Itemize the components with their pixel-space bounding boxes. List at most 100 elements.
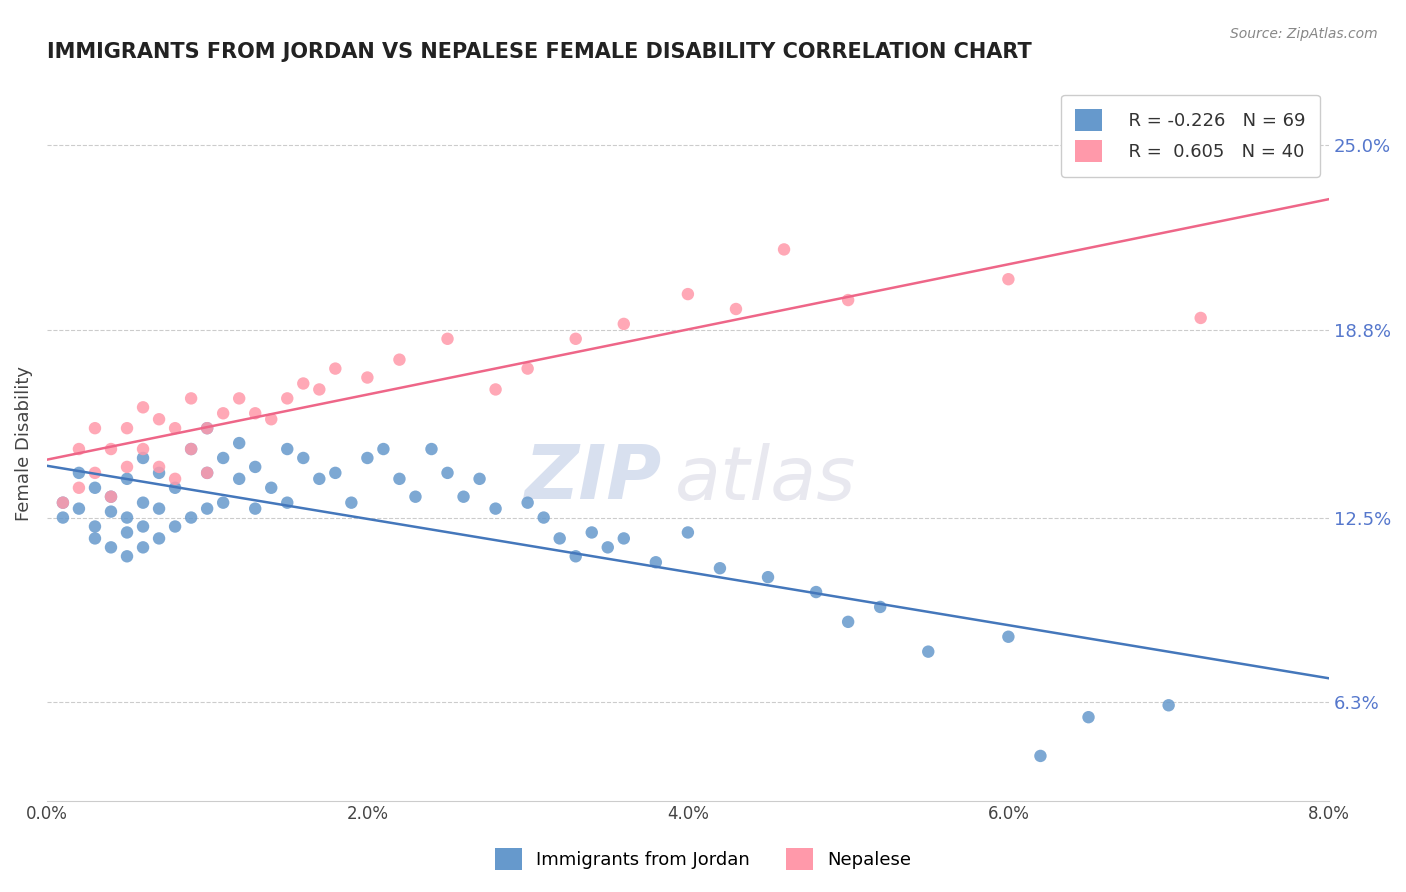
Point xyxy=(516,496,538,510)
Point xyxy=(724,301,747,316)
Point xyxy=(260,481,283,495)
Legend:   R = -0.226   N = 69,   R =  0.605   N = 40: R = -0.226 N = 69, R = 0.605 N = 40 xyxy=(1062,95,1320,177)
Point xyxy=(260,412,283,426)
Point xyxy=(132,401,155,415)
Point xyxy=(1029,748,1052,763)
Point xyxy=(67,501,90,516)
Point xyxy=(676,287,699,301)
Point xyxy=(1077,710,1099,724)
Point xyxy=(245,406,267,420)
Point xyxy=(132,519,155,533)
Point xyxy=(709,561,731,575)
Point xyxy=(100,541,122,555)
Point xyxy=(67,481,90,495)
Legend: Immigrants from Jordan, Nepalese: Immigrants from Jordan, Nepalese xyxy=(488,840,918,877)
Point xyxy=(132,496,155,510)
Point xyxy=(195,501,218,516)
Point xyxy=(132,450,155,465)
Point xyxy=(195,421,218,435)
Point xyxy=(115,525,138,540)
Point xyxy=(228,392,250,406)
Point xyxy=(276,496,298,510)
Point xyxy=(148,501,170,516)
Point xyxy=(100,442,122,456)
Point xyxy=(245,459,267,474)
Point xyxy=(165,472,187,486)
Point xyxy=(180,392,202,406)
Point xyxy=(804,585,827,599)
Point xyxy=(115,472,138,486)
Point xyxy=(564,549,586,564)
Point xyxy=(84,421,107,435)
Point xyxy=(388,472,411,486)
Point xyxy=(308,472,330,486)
Y-axis label: Female Disability: Female Disability xyxy=(15,366,32,521)
Text: atlas: atlas xyxy=(675,442,856,515)
Point xyxy=(533,510,555,524)
Point xyxy=(84,532,107,546)
Point xyxy=(837,615,859,629)
Point xyxy=(67,442,90,456)
Point xyxy=(195,466,218,480)
Point xyxy=(997,630,1019,644)
Point xyxy=(195,466,218,480)
Point xyxy=(212,450,235,465)
Point xyxy=(516,361,538,376)
Text: Source: ZipAtlas.com: Source: ZipAtlas.com xyxy=(1230,27,1378,41)
Point xyxy=(100,490,122,504)
Point xyxy=(276,442,298,456)
Point xyxy=(148,459,170,474)
Point xyxy=(148,466,170,480)
Point xyxy=(180,442,202,456)
Point xyxy=(436,466,458,480)
Point xyxy=(1189,310,1212,325)
Point xyxy=(676,525,699,540)
Point xyxy=(165,421,187,435)
Point xyxy=(165,519,187,533)
Point xyxy=(484,383,506,397)
Point xyxy=(756,570,779,584)
Text: IMMIGRANTS FROM JORDAN VS NEPALESE FEMALE DISABILITY CORRELATION CHART: IMMIGRANTS FROM JORDAN VS NEPALESE FEMAL… xyxy=(46,42,1032,62)
Point xyxy=(228,472,250,486)
Point xyxy=(292,450,315,465)
Point xyxy=(180,510,202,524)
Point xyxy=(644,555,666,569)
Point xyxy=(115,421,138,435)
Point xyxy=(52,496,75,510)
Point xyxy=(404,490,426,504)
Point xyxy=(340,496,363,510)
Point xyxy=(276,392,298,406)
Point xyxy=(581,525,603,540)
Point xyxy=(115,459,138,474)
Point xyxy=(52,510,75,524)
Point xyxy=(613,317,636,331)
Point xyxy=(148,532,170,546)
Point xyxy=(115,549,138,564)
Point xyxy=(1157,698,1180,713)
Point xyxy=(84,466,107,480)
Point xyxy=(292,376,315,391)
Point xyxy=(484,501,506,516)
Point xyxy=(869,599,891,614)
Text: ZIP: ZIP xyxy=(524,442,662,516)
Point xyxy=(436,332,458,346)
Point xyxy=(148,412,170,426)
Point xyxy=(84,519,107,533)
Point xyxy=(228,436,250,450)
Point xyxy=(388,352,411,367)
Point xyxy=(67,466,90,480)
Point xyxy=(212,496,235,510)
Point xyxy=(165,481,187,495)
Point xyxy=(100,490,122,504)
Point xyxy=(132,442,155,456)
Point xyxy=(564,332,586,346)
Point xyxy=(132,541,155,555)
Point xyxy=(548,532,571,546)
Point xyxy=(308,383,330,397)
Point xyxy=(997,272,1019,286)
Point xyxy=(596,541,619,555)
Point xyxy=(373,442,395,456)
Point xyxy=(100,505,122,519)
Point xyxy=(613,532,636,546)
Point xyxy=(468,472,491,486)
